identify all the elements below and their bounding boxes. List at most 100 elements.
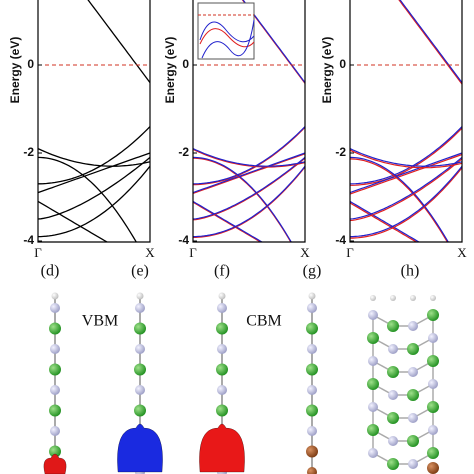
band-red	[350, 202, 418, 242]
band-blue	[193, 165, 305, 238]
band-red	[350, 158, 462, 222]
atom	[307, 303, 317, 313]
atom	[428, 333, 438, 343]
band	[87, 0, 150, 83]
y-tick-label: 0	[27, 57, 34, 71]
band	[38, 126, 150, 185]
band-blue	[350, 165, 462, 238]
atom	[430, 295, 436, 301]
band	[38, 152, 150, 194]
band-red	[350, 149, 462, 169]
band-panel: 0 -2 -4 Energy (eV) Γ X	[320, 0, 467, 260]
atom	[216, 363, 228, 376]
atom	[306, 445, 318, 458]
y-axis-label: Energy (eV)	[320, 37, 334, 104]
atom	[49, 322, 61, 335]
atom	[427, 309, 439, 321]
atom	[216, 404, 228, 417]
atom	[49, 363, 61, 376]
atom	[217, 385, 227, 395]
y-axis-label: Energy (eV)	[163, 37, 177, 104]
atom	[408, 367, 418, 377]
y-tick-label: 0	[182, 57, 189, 71]
y-axis-label: Energy (eV)	[8, 37, 22, 104]
k-label: Γ	[189, 245, 197, 260]
band-blue	[350, 156, 462, 220]
atom	[367, 378, 379, 390]
atom	[306, 322, 318, 335]
band-blue	[350, 200, 421, 242]
atom	[368, 356, 378, 366]
atom	[427, 447, 439, 459]
atom	[410, 295, 416, 301]
band-blue	[193, 200, 264, 242]
atom	[50, 344, 60, 354]
panel-label: (g)	[303, 263, 322, 280]
band-blue	[350, 126, 462, 185]
ribbon	[367, 295, 439, 474]
atom	[216, 322, 228, 335]
annotation: CBM	[246, 313, 282, 330]
panel-label: (d)	[41, 263, 60, 280]
atom	[428, 425, 438, 435]
atom	[134, 322, 146, 335]
atom	[407, 389, 419, 401]
atom	[50, 303, 60, 313]
atom	[407, 435, 419, 447]
atom	[387, 412, 399, 424]
atom	[390, 295, 396, 301]
band-red	[350, 167, 462, 239]
band-blue	[350, 156, 449, 242]
band-panel: 0 -2 -4 Energy (eV) Γ X	[163, 0, 310, 260]
atom	[427, 355, 439, 367]
band-red	[193, 153, 305, 194]
band	[38, 156, 137, 242]
bands	[38, 0, 150, 242]
atom	[408, 413, 418, 423]
inset	[197, 2, 255, 60]
band-red	[193, 126, 305, 186]
atom	[49, 445, 61, 458]
y-tick-label: -4	[335, 233, 346, 247]
band-blue	[193, 152, 305, 194]
k-label: X	[300, 245, 310, 260]
panel-label: (h)	[401, 263, 420, 280]
frame	[37, 0, 151, 243]
band	[38, 156, 150, 220]
band-blue	[193, 126, 305, 185]
band-red	[193, 157, 292, 242]
band-red	[193, 201, 262, 242]
band-red	[398, 0, 462, 85]
atom-chain	[306, 292, 318, 474]
k-label: Γ	[346, 245, 354, 260]
charge-density	[117, 423, 163, 473]
atom	[427, 401, 439, 413]
panel-label: (f)	[214, 263, 230, 280]
atom	[368, 448, 378, 458]
atom	[307, 467, 317, 474]
atom	[407, 343, 419, 355]
panel-label: (e)	[131, 263, 149, 280]
band-red	[350, 158, 449, 242]
y-tick-label: -2	[178, 145, 189, 159]
y-tick-label: -4	[23, 233, 34, 247]
y-tick-label: -2	[335, 145, 346, 159]
band-blue	[193, 156, 292, 242]
atom	[308, 292, 316, 300]
atom	[49, 404, 61, 417]
band-red	[350, 153, 462, 195]
band-red	[350, 127, 462, 186]
atom	[387, 458, 399, 470]
k-label: X	[145, 245, 155, 260]
band-red	[193, 148, 305, 168]
band-panel: 0 -2 -4 Energy (eV) Γ X	[8, 0, 155, 260]
band-blue	[350, 148, 462, 167]
atom	[50, 385, 60, 395]
atom	[427, 462, 439, 474]
band	[38, 148, 150, 167]
atom	[370, 295, 376, 301]
atom	[217, 303, 227, 313]
charge-density	[43, 453, 67, 474]
inset-frame	[197, 2, 255, 60]
atom	[367, 424, 379, 436]
